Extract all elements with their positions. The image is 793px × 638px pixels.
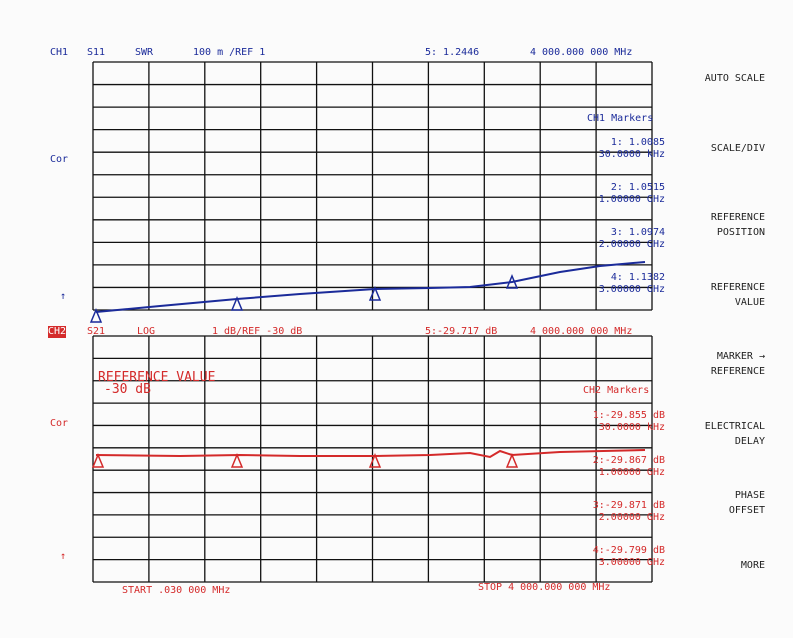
softkey-label[interactable]: PHASE: [734, 490, 765, 501]
ch1-marker-symbols: [89, 274, 519, 323]
marker-value: 2: 1.0515: [610, 182, 665, 193]
ch1-channel: CH1: [50, 47, 69, 58]
marker-value: 4: 1.1382: [610, 272, 665, 283]
marker-freq: 2.00000 GHz: [598, 512, 665, 523]
marker-freq: 30.0000 kHz: [598, 422, 665, 433]
softkey-label[interactable]: OFFSET: [728, 505, 765, 516]
marker-freq: 1.00000 GHz: [598, 467, 665, 478]
ch2-freq: 4 000.000 000 MHz: [530, 326, 633, 337]
ch2-trace: [95, 449, 646, 459]
softkey-label[interactable]: VALUE: [734, 296, 765, 308]
marker-freq: 1.00000 GHz: [598, 194, 665, 205]
start-freq: START .030 000 MHz: [122, 585, 231, 596]
softkey-label[interactable]: MORE: [740, 559, 765, 571]
softkey-label[interactable]: REFERENCE: [710, 366, 765, 377]
ch1-scale: 100 m /REF 1: [193, 47, 266, 58]
ch1-trace: [95, 261, 646, 313]
ch1-param: S11: [87, 47, 106, 58]
ch2-cor: Cor: [50, 418, 69, 429]
ch2-arrow: ↑: [60, 551, 67, 562]
ch2-format: LOG: [137, 326, 156, 337]
ch1-markers-title: CH1 Markers: [587, 113, 654, 124]
ch2-marker-symbols: [91, 453, 519, 468]
marker-value: 3:-29.871 dB: [592, 500, 665, 511]
marker-value: 1: 1.0085: [610, 137, 665, 148]
ch2-ref-value: -30 dB: [104, 382, 151, 397]
softkey-label[interactable]: DELAY: [734, 435, 765, 447]
ch2-markers-title: CH2 Markers: [583, 385, 650, 396]
softkey-label[interactable]: REFERENCE: [710, 281, 765, 293]
ch1-cor: Cor: [50, 154, 69, 165]
ch1-marker5: 5: 1.2446: [425, 47, 480, 58]
marker-freq: 30.0000 kHz: [598, 149, 665, 160]
softkey-label[interactable]: REFERENCE: [710, 212, 765, 223]
marker-value: 4:-29.799 dB: [592, 545, 665, 556]
ch2-channel: CH2: [48, 326, 67, 338]
stop-freq: STOP 4 000.000 000 MHz: [478, 582, 611, 593]
ch2-param: S21: [87, 326, 106, 337]
marker-freq: 3.00000 GHz: [598, 284, 665, 295]
marker-freq: 3.00000 GHz: [598, 557, 665, 568]
marker-value: 3: 1.0974: [610, 227, 665, 238]
softkey-label[interactable]: ELECTRICAL: [704, 420, 765, 432]
grids: [92, 61, 653, 583]
ch2-scale: 1 dB/REF -30 dB: [212, 326, 303, 337]
softkey-label[interactable]: SCALE/DIV: [710, 142, 765, 154]
ch1-arrow: ↑: [60, 291, 67, 302]
marker-freq: 2.00000 GHz: [598, 239, 665, 250]
softkey-label[interactable]: AUTO SCALE: [704, 73, 765, 84]
softkey-label[interactable]: POSITION: [716, 227, 765, 238]
softkey-label[interactable]: MARKER →: [716, 351, 765, 362]
ch2-ref-title: REFERENCE VALUE: [98, 370, 216, 385]
marker-value: 2:-29.867 dB: [592, 455, 665, 466]
ch1-format: SWR: [135, 47, 154, 58]
ch1-freq: 4 000.000 000 MHz: [530, 47, 633, 58]
ch2-marker5: 5:-29.717 dB: [425, 326, 498, 337]
marker-value: 1:-29.855 dB: [592, 410, 665, 421]
